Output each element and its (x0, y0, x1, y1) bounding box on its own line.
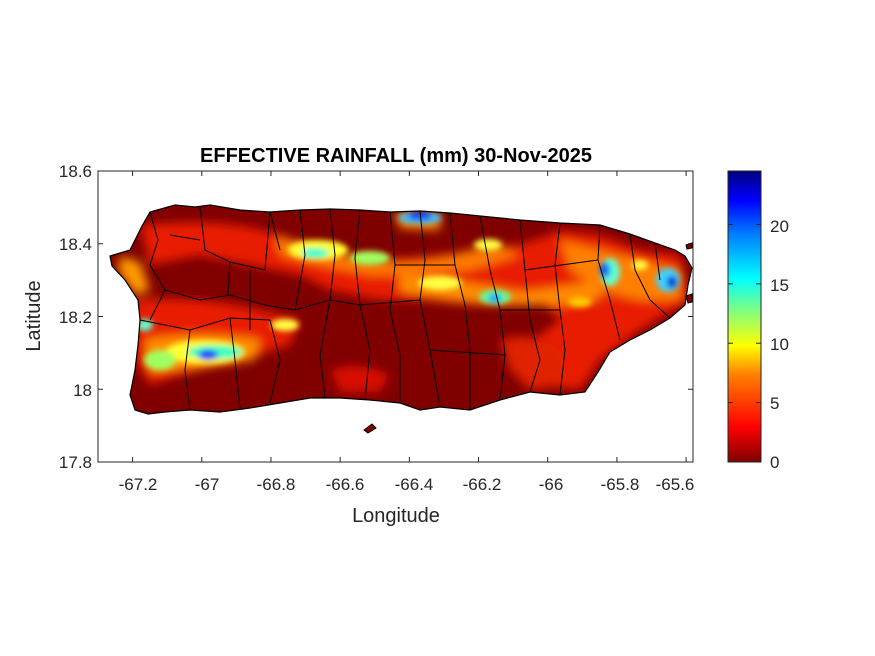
colorbar (727, 170, 762, 463)
x-tick-label: -66.2 (463, 475, 502, 494)
plot-title: EFFECTIVE RAINFALL (mm) 30-Nov-2025 (200, 145, 592, 167)
colorbar-tick-label: 5 (770, 394, 779, 413)
x-tick-label: -66.8 (257, 475, 296, 494)
island-boundaries (109, 204, 693, 415)
small-islands (363, 242, 693, 434)
x-tick-label: -65.6 (656, 475, 695, 494)
y-tick-label: 18.4 (59, 235, 92, 254)
x-tick-label: -66 (539, 475, 564, 494)
x-axis-tick-marks (132, 171, 687, 462)
colorbar-tick-label: 20 (770, 217, 789, 236)
colorbar-tick-label: 15 (770, 276, 789, 295)
colorbar-tick-label: 10 (770, 335, 789, 354)
x-axis-title: Longitude (352, 505, 440, 527)
x-tick-label: -65.8 (601, 475, 640, 494)
x-tick-label: -67.2 (119, 475, 158, 494)
y-tick-label: 18 (73, 381, 92, 400)
y-tick-label: 17.8 (59, 453, 92, 472)
y-axis-title: Latitude (23, 280, 45, 351)
x-tick-label: -66.4 (395, 475, 434, 494)
y-tick-label: 18.2 (59, 308, 92, 327)
colorbar-tick-label: 0 (770, 453, 779, 472)
y-tick-label: 18.6 (59, 162, 92, 181)
y-axis-tick-marks (98, 170, 693, 463)
colorbar-tick-marks (728, 223, 761, 463)
x-tick-label: -67 (195, 475, 220, 494)
rainfall-field (110, 205, 692, 414)
x-tick-label: -66.6 (326, 475, 365, 494)
